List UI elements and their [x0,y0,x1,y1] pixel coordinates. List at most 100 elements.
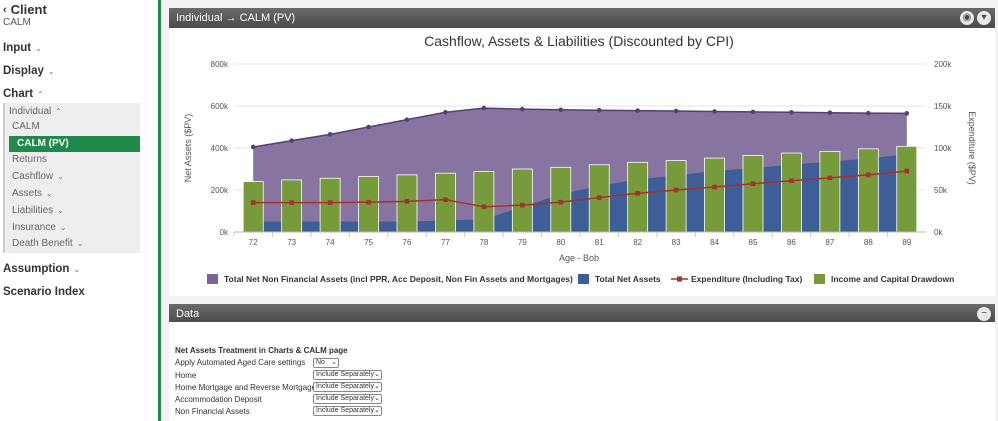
chart-panel-title: Individual → CALM (PV) [176,12,296,24]
select-value: Include Separately [316,395,374,402]
y-left-tick-label: 200k [211,186,229,195]
sidebar-item-label: Liabilities [12,205,54,216]
point-non-financial [635,108,640,113]
legend-label: Total Net Non Financial Assets (incl PPR… [224,274,573,284]
point-expenditure [558,199,564,205]
point-non-financial [327,132,333,137]
legend-label: Total Net Assets [595,274,661,284]
settings-icon[interactable]: ◉ [960,11,974,25]
x-tick-label: 88 [864,238,873,247]
point-non-financial [558,107,564,113]
x-tick-label: 78 [479,238,488,247]
point-non-financial [481,105,487,111]
chevron-down-icon: ⌄ [76,239,84,248]
sidebar-item-label: Display [3,65,44,77]
bar-income-drawdown [319,177,341,233]
bar-income-drawdown [435,172,456,233]
sidebar-item-assets[interactable]: Assets ⌄ [12,188,53,199]
sidebar-item-calm[interactable]: CALM [12,121,40,132]
chart-submenu [3,103,140,253]
sidebar-item-liabilities[interactable]: Liabilities ⌄ [12,205,64,216]
sidebar-item-display[interactable]: Display ⌄ [3,65,55,77]
y-left-tick-label: 0k [220,228,229,237]
home-select[interactable]: Include Separately ⌄ [313,370,382,380]
sidebar-item-returns[interactable]: Returns [12,154,47,165]
form-label-aged-care: Apply Automated Aged Care settings [175,358,306,367]
chevron-down-icon: ⌄ [47,66,55,76]
bar-income-drawdown [781,152,802,233]
main-content: Individual → CALM (PV) ◉ ▾ Cashflow, Ass… [161,0,998,421]
cashflow-chart: Cashflow, Assets & Liabilities (Discount… [183,33,977,284]
sidebar-item-assumption[interactable]: Assumption ⌄ [3,263,80,275]
x-axis-label: Age - Bob [559,253,599,263]
x-tick-label: 89 [902,238,911,247]
y-right-tick-label: 150k [934,102,952,111]
sidebar-item-insurance[interactable]: Insurance ⌄ [12,222,67,233]
sidebar-item-label: Returns [12,154,48,165]
bar-income-drawdown [281,179,303,233]
legend-swatch [207,274,218,284]
chevron-down-icon: ⌄ [57,172,64,181]
chevron-down-icon: ⌄ [374,407,380,414]
sidebar-subtitle: CALM [3,17,31,28]
chevron-down-icon: ⌄ [374,371,380,378]
point-non-financial [289,138,294,143]
data-panel-title: Data [176,308,200,320]
bar-income-drawdown [511,168,533,233]
point-expenditure [789,178,794,184]
series-line-non-financial [253,107,907,148]
x-tick-label: 77 [441,238,450,247]
chevron-down-icon: ⌄ [73,264,81,274]
chart-panel-header: Individual → CALM (PV) ◉ ▾ [169,8,995,28]
sidebar-item-label: Input [3,42,32,54]
point-expenditure [827,175,833,181]
point-expenditure [866,172,871,178]
x-tick-label: 84 [710,238,719,247]
aged-care-select[interactable]: No ⌄ [313,358,339,368]
accommodation-deposit-select[interactable]: Include Separately ⌄ [313,394,382,404]
back-to-client-link[interactable]: ‹ Client [3,2,47,17]
x-tick-label: 82 [633,238,642,247]
bar-income-drawdown [473,171,495,233]
legend-label: Income and Capital Drawdown [831,274,954,284]
chevron-up-icon: ⌃ [37,89,44,99]
y-right-tick-label: 100k [934,144,952,153]
x-tick-label: 75 [364,238,373,247]
sidebar-item-label: Individual [9,106,52,117]
x-tick-label: 80 [556,238,565,247]
point-expenditure [596,195,602,200]
sidebar-item-scenario-index[interactable]: Scenario Index [3,286,85,298]
point-expenditure [673,187,679,193]
point-expenditure [635,191,640,196]
sidebar-item-input[interactable]: Input ⌄ [3,42,42,54]
sidebar-item-chart[interactable]: Chart ⌃ [3,88,44,100]
y-axis-right-label: Expenditure ($PV) [967,111,977,185]
x-tick-label: 72 [249,238,258,247]
legend-label: Expenditure (Including Tax) [691,274,802,284]
sidebar-item-cashflow[interactable]: Cashflow ⌄ [12,171,64,182]
bar-income-drawdown [627,161,649,233]
legend-marker [677,276,682,282]
legend-swatch [578,274,589,284]
point-expenditure [327,200,333,205]
collapse-down-icon[interactable]: ▾ [977,11,991,25]
sidebar-item-calm-pv[interactable]: CALM (PV) [9,136,140,152]
form-label-accommodation-deposit: Accommodation Deposit [175,395,262,404]
select-value: Include Separately [316,383,374,390]
x-tick-label: 73 [287,238,296,247]
x-tick-label: 83 [672,238,681,247]
form-label-home-mortgage: Home Mortgage and Reverse Mortgage [175,383,316,392]
point-expenditure [481,204,487,210]
home-mortgage-select[interactable]: Include Separately ⌄ [313,382,382,392]
y-axis-left-label: Net Assets ($PV) [183,114,193,183]
non-financial-assets-select[interactable]: Include Separately ⌄ [313,406,382,416]
bar-income-drawdown [665,160,687,233]
sidebar-item-death-benefit[interactable]: Death Benefit ⌄ [12,238,83,249]
sidebar-item-label: Insurance [12,222,56,233]
collapse-minus-icon[interactable]: − [977,307,991,321]
sidebar-item-label: Cashflow [12,171,54,182]
sidebar-item-individual[interactable]: Individual ⌃ [9,106,62,117]
series-line-expenditure [253,170,907,208]
y-left-tick-label: 800k [211,60,229,69]
